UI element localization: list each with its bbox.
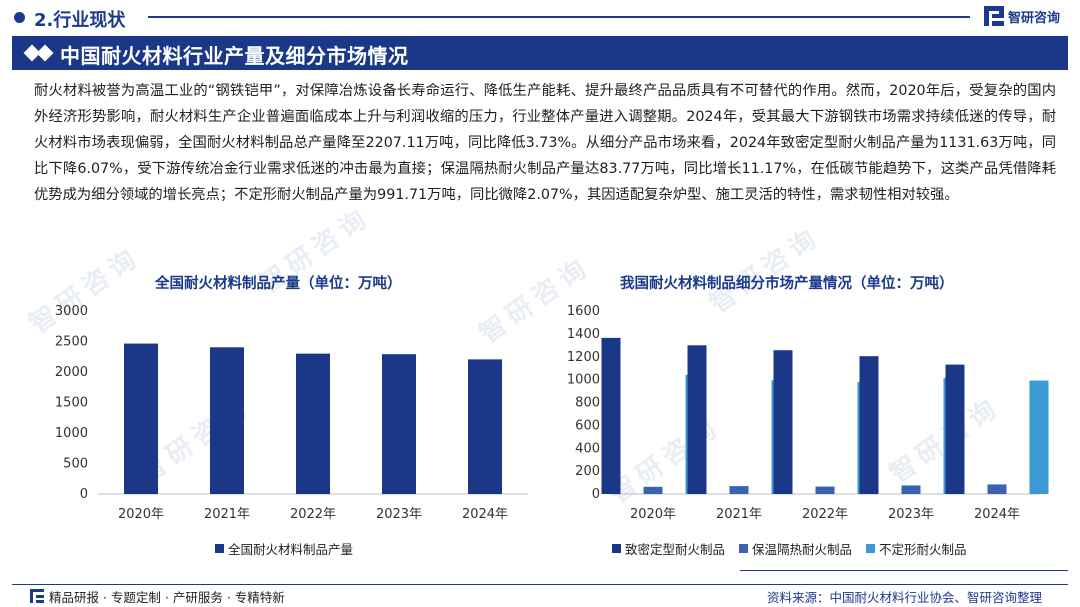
bar	[210, 347, 244, 494]
legend-item: 致密定型耐火制品	[612, 539, 725, 558]
top-divider	[148, 16, 970, 18]
top-strip: 2.行业现状 智研咨询	[0, 0, 1080, 34]
legend-swatch	[215, 544, 224, 553]
x-tick-label: 2023年	[888, 507, 934, 522]
bar	[643, 486, 663, 494]
x-tick-label: 2022年	[802, 507, 848, 522]
x-tick-label: 2021年	[204, 507, 250, 522]
footer-divider	[12, 584, 1068, 585]
chart2-title: 我国耐火材料制品细分市场产量情况（单位：万吨）	[620, 276, 954, 292]
footer-slogan: 精品研报 · 专题定制 · 产研服务 · 专精特新	[49, 590, 285, 605]
bar	[901, 485, 921, 494]
y-tick-label: 1500	[55, 396, 88, 411]
brand-name: 智研咨询	[1008, 10, 1061, 26]
x-tick-label: 2022年	[290, 507, 336, 522]
legend-item: 全国耐火材料制品产量	[215, 539, 353, 558]
bar	[687, 345, 707, 494]
title-bar: 中国耐火材料行业产量及细分市场情况	[12, 36, 1068, 70]
source-divider	[740, 570, 1068, 571]
y-tick-label: 2000	[55, 365, 88, 380]
bar	[601, 337, 621, 494]
bar	[729, 486, 749, 494]
legend-label: 致密定型耐火制品	[625, 542, 726, 557]
diamond-icon	[36, 44, 54, 62]
legend-label: 保温隔热耐火制品	[752, 542, 853, 557]
data-source: 资料来源：中国耐火材料行业协会、智研咨询整理	[766, 590, 1042, 605]
chart1-svg: 0 500 1000 1500 2000 2500 3000 2020年 2021年 2022年 2…	[55, 304, 528, 522]
y-tick-label: 500	[63, 457, 88, 472]
bar	[296, 353, 330, 494]
y-tick-label: 200	[575, 464, 600, 479]
legend-swatch	[866, 544, 876, 553]
bar	[773, 350, 793, 494]
brand-logo: 智研咨询	[984, 5, 1060, 27]
y-tick-label: 800	[575, 396, 600, 411]
y-tick-label: 3000	[55, 304, 88, 319]
brand-logo-icon	[984, 6, 1004, 26]
bar	[815, 486, 835, 494]
bar	[945, 364, 965, 494]
legend-label: 不定形耐火制品	[879, 542, 967, 557]
bar	[468, 359, 502, 494]
legend-swatch	[612, 544, 621, 553]
legend-item: 保温隔热耐火制品	[739, 539, 852, 558]
chart2-svg: 0 200 400 600 800 1000 1200 1400 1600 2020年 2021年 2…	[567, 304, 1049, 522]
y-tick-label: 0	[80, 487, 88, 502]
x-tick-label: 2020年	[630, 507, 676, 522]
section-dot-icon	[14, 12, 25, 23]
x-tick-label: 2021年	[716, 507, 762, 522]
x-tick-label: 2020年	[118, 507, 164, 522]
bar	[382, 354, 416, 494]
y-tick-label: 1000	[567, 373, 600, 388]
y-tick-label: 1600	[567, 304, 600, 319]
x-tick-label: 2023年	[376, 507, 422, 522]
footer: 精品研报 · 专题定制 · 产研服务 · 专精特新 资料来源：中国耐火材料行业协…	[0, 584, 1080, 607]
bar	[859, 356, 879, 494]
section-label: 2.行业现状	[34, 10, 126, 31]
page-title: 中国耐火材料行业产量及细分市场情况	[60, 44, 409, 68]
y-tick-label: 0	[592, 487, 600, 502]
y-tick-label: 2500	[55, 335, 88, 350]
footer-logo-icon	[30, 589, 44, 603]
legend-swatch	[739, 544, 749, 553]
y-tick-label: 400	[575, 441, 600, 456]
y-tick-label: 600	[575, 418, 600, 433]
chart2-legend: 致密定型耐火制品 保温隔热耐火制品 不定形耐火制品	[612, 539, 981, 558]
chart1-title: 全国耐火材料制品产量（单位：万吨）	[155, 276, 402, 292]
legend-item: 不定形耐火制品	[866, 539, 967, 558]
intro-paragraph: 耐火材料被誉为高温工业的“钢铁铠甲”，对保障冶炼设备长寿命运行、降低生产能耗、提…	[34, 83, 1056, 203]
bar	[987, 484, 1007, 494]
y-tick-label: 1200	[567, 350, 600, 365]
bar	[124, 343, 158, 494]
legend-label: 全国耐火材料制品产量	[228, 542, 354, 557]
y-tick-label: 1000	[55, 426, 88, 441]
x-tick-label: 2024年	[462, 507, 508, 522]
y-tick-label: 1400	[567, 327, 600, 342]
x-tick-label: 2024年	[974, 507, 1020, 522]
bar	[1029, 380, 1049, 494]
chart1-legend: 全国耐火材料制品产量	[215, 539, 367, 558]
